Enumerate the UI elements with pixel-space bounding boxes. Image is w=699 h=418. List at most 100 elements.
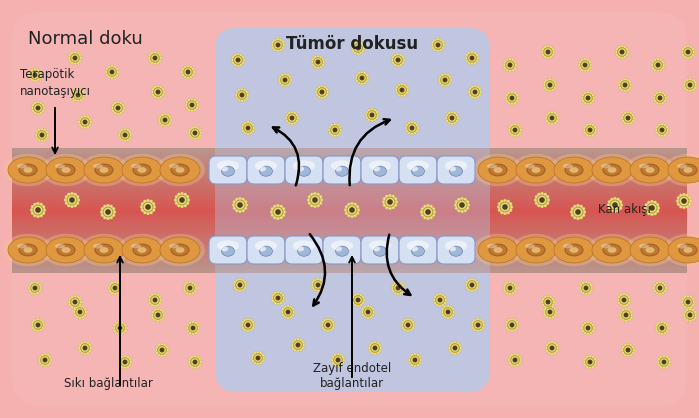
Ellipse shape bbox=[123, 326, 127, 329]
Ellipse shape bbox=[352, 49, 356, 52]
Ellipse shape bbox=[435, 303, 439, 306]
Ellipse shape bbox=[232, 203, 236, 207]
Ellipse shape bbox=[180, 204, 184, 208]
Ellipse shape bbox=[421, 207, 425, 211]
Ellipse shape bbox=[417, 361, 421, 364]
Ellipse shape bbox=[366, 116, 370, 119]
Ellipse shape bbox=[159, 318, 162, 321]
Ellipse shape bbox=[659, 68, 662, 71]
Ellipse shape bbox=[579, 66, 582, 69]
Circle shape bbox=[544, 48, 552, 56]
Ellipse shape bbox=[249, 130, 252, 134]
Bar bbox=[12, 202, 687, 204]
Ellipse shape bbox=[274, 39, 277, 43]
Ellipse shape bbox=[607, 247, 617, 253]
Ellipse shape bbox=[541, 301, 545, 303]
Circle shape bbox=[433, 41, 442, 49]
Ellipse shape bbox=[660, 364, 663, 368]
Circle shape bbox=[408, 124, 417, 133]
Ellipse shape bbox=[245, 91, 248, 94]
Ellipse shape bbox=[178, 203, 181, 207]
Circle shape bbox=[71, 298, 80, 306]
Ellipse shape bbox=[631, 349, 635, 352]
Ellipse shape bbox=[126, 129, 129, 133]
Ellipse shape bbox=[457, 198, 461, 202]
Ellipse shape bbox=[684, 316, 688, 319]
Circle shape bbox=[586, 126, 594, 134]
Ellipse shape bbox=[451, 342, 454, 346]
Ellipse shape bbox=[513, 319, 516, 322]
Ellipse shape bbox=[621, 45, 624, 49]
Ellipse shape bbox=[455, 206, 459, 210]
Ellipse shape bbox=[432, 46, 435, 49]
Ellipse shape bbox=[153, 293, 157, 297]
Ellipse shape bbox=[181, 70, 185, 74]
Ellipse shape bbox=[547, 295, 549, 299]
Ellipse shape bbox=[513, 328, 516, 331]
Circle shape bbox=[191, 129, 199, 138]
Ellipse shape bbox=[289, 306, 292, 309]
Ellipse shape bbox=[684, 167, 693, 173]
Ellipse shape bbox=[517, 356, 521, 359]
Bar bbox=[12, 179, 687, 181]
Ellipse shape bbox=[29, 71, 32, 74]
Ellipse shape bbox=[126, 138, 129, 141]
Circle shape bbox=[610, 200, 620, 210]
Ellipse shape bbox=[328, 128, 332, 132]
Bar bbox=[12, 189, 687, 192]
Ellipse shape bbox=[411, 362, 414, 366]
Ellipse shape bbox=[549, 154, 599, 186]
Ellipse shape bbox=[233, 54, 237, 58]
Ellipse shape bbox=[324, 88, 329, 91]
FancyBboxPatch shape bbox=[437, 156, 475, 184]
Ellipse shape bbox=[288, 120, 291, 124]
Ellipse shape bbox=[185, 195, 189, 199]
Ellipse shape bbox=[589, 322, 592, 326]
Ellipse shape bbox=[36, 69, 39, 72]
Ellipse shape bbox=[663, 286, 667, 290]
Ellipse shape bbox=[608, 206, 612, 210]
Circle shape bbox=[363, 308, 373, 316]
Circle shape bbox=[621, 81, 629, 89]
Ellipse shape bbox=[259, 352, 262, 355]
Circle shape bbox=[273, 207, 283, 217]
Circle shape bbox=[75, 308, 85, 316]
Ellipse shape bbox=[471, 324, 475, 326]
Ellipse shape bbox=[629, 352, 632, 356]
Circle shape bbox=[400, 87, 405, 92]
Ellipse shape bbox=[193, 286, 197, 290]
Ellipse shape bbox=[473, 85, 477, 89]
Ellipse shape bbox=[308, 195, 312, 199]
Ellipse shape bbox=[515, 324, 519, 326]
Ellipse shape bbox=[310, 203, 314, 207]
Ellipse shape bbox=[251, 126, 255, 130]
Bar bbox=[12, 158, 687, 161]
Ellipse shape bbox=[243, 281, 246, 284]
Ellipse shape bbox=[610, 208, 614, 212]
Ellipse shape bbox=[117, 154, 167, 186]
Ellipse shape bbox=[183, 286, 187, 290]
Ellipse shape bbox=[192, 284, 196, 287]
Ellipse shape bbox=[589, 331, 592, 334]
Circle shape bbox=[288, 114, 296, 122]
Ellipse shape bbox=[619, 81, 623, 84]
Circle shape bbox=[373, 346, 377, 350]
Ellipse shape bbox=[39, 203, 43, 207]
Circle shape bbox=[661, 359, 666, 364]
Ellipse shape bbox=[582, 329, 586, 332]
Ellipse shape bbox=[338, 126, 341, 129]
Ellipse shape bbox=[656, 92, 659, 95]
Ellipse shape bbox=[259, 166, 273, 176]
Ellipse shape bbox=[685, 204, 689, 208]
Ellipse shape bbox=[299, 339, 302, 342]
Ellipse shape bbox=[396, 63, 400, 67]
Bar bbox=[12, 224, 687, 227]
Ellipse shape bbox=[626, 296, 630, 299]
FancyBboxPatch shape bbox=[285, 156, 323, 184]
Ellipse shape bbox=[276, 301, 280, 305]
Ellipse shape bbox=[504, 289, 507, 292]
Ellipse shape bbox=[36, 328, 40, 332]
Ellipse shape bbox=[365, 76, 369, 79]
Ellipse shape bbox=[119, 136, 122, 139]
Ellipse shape bbox=[73, 305, 77, 309]
